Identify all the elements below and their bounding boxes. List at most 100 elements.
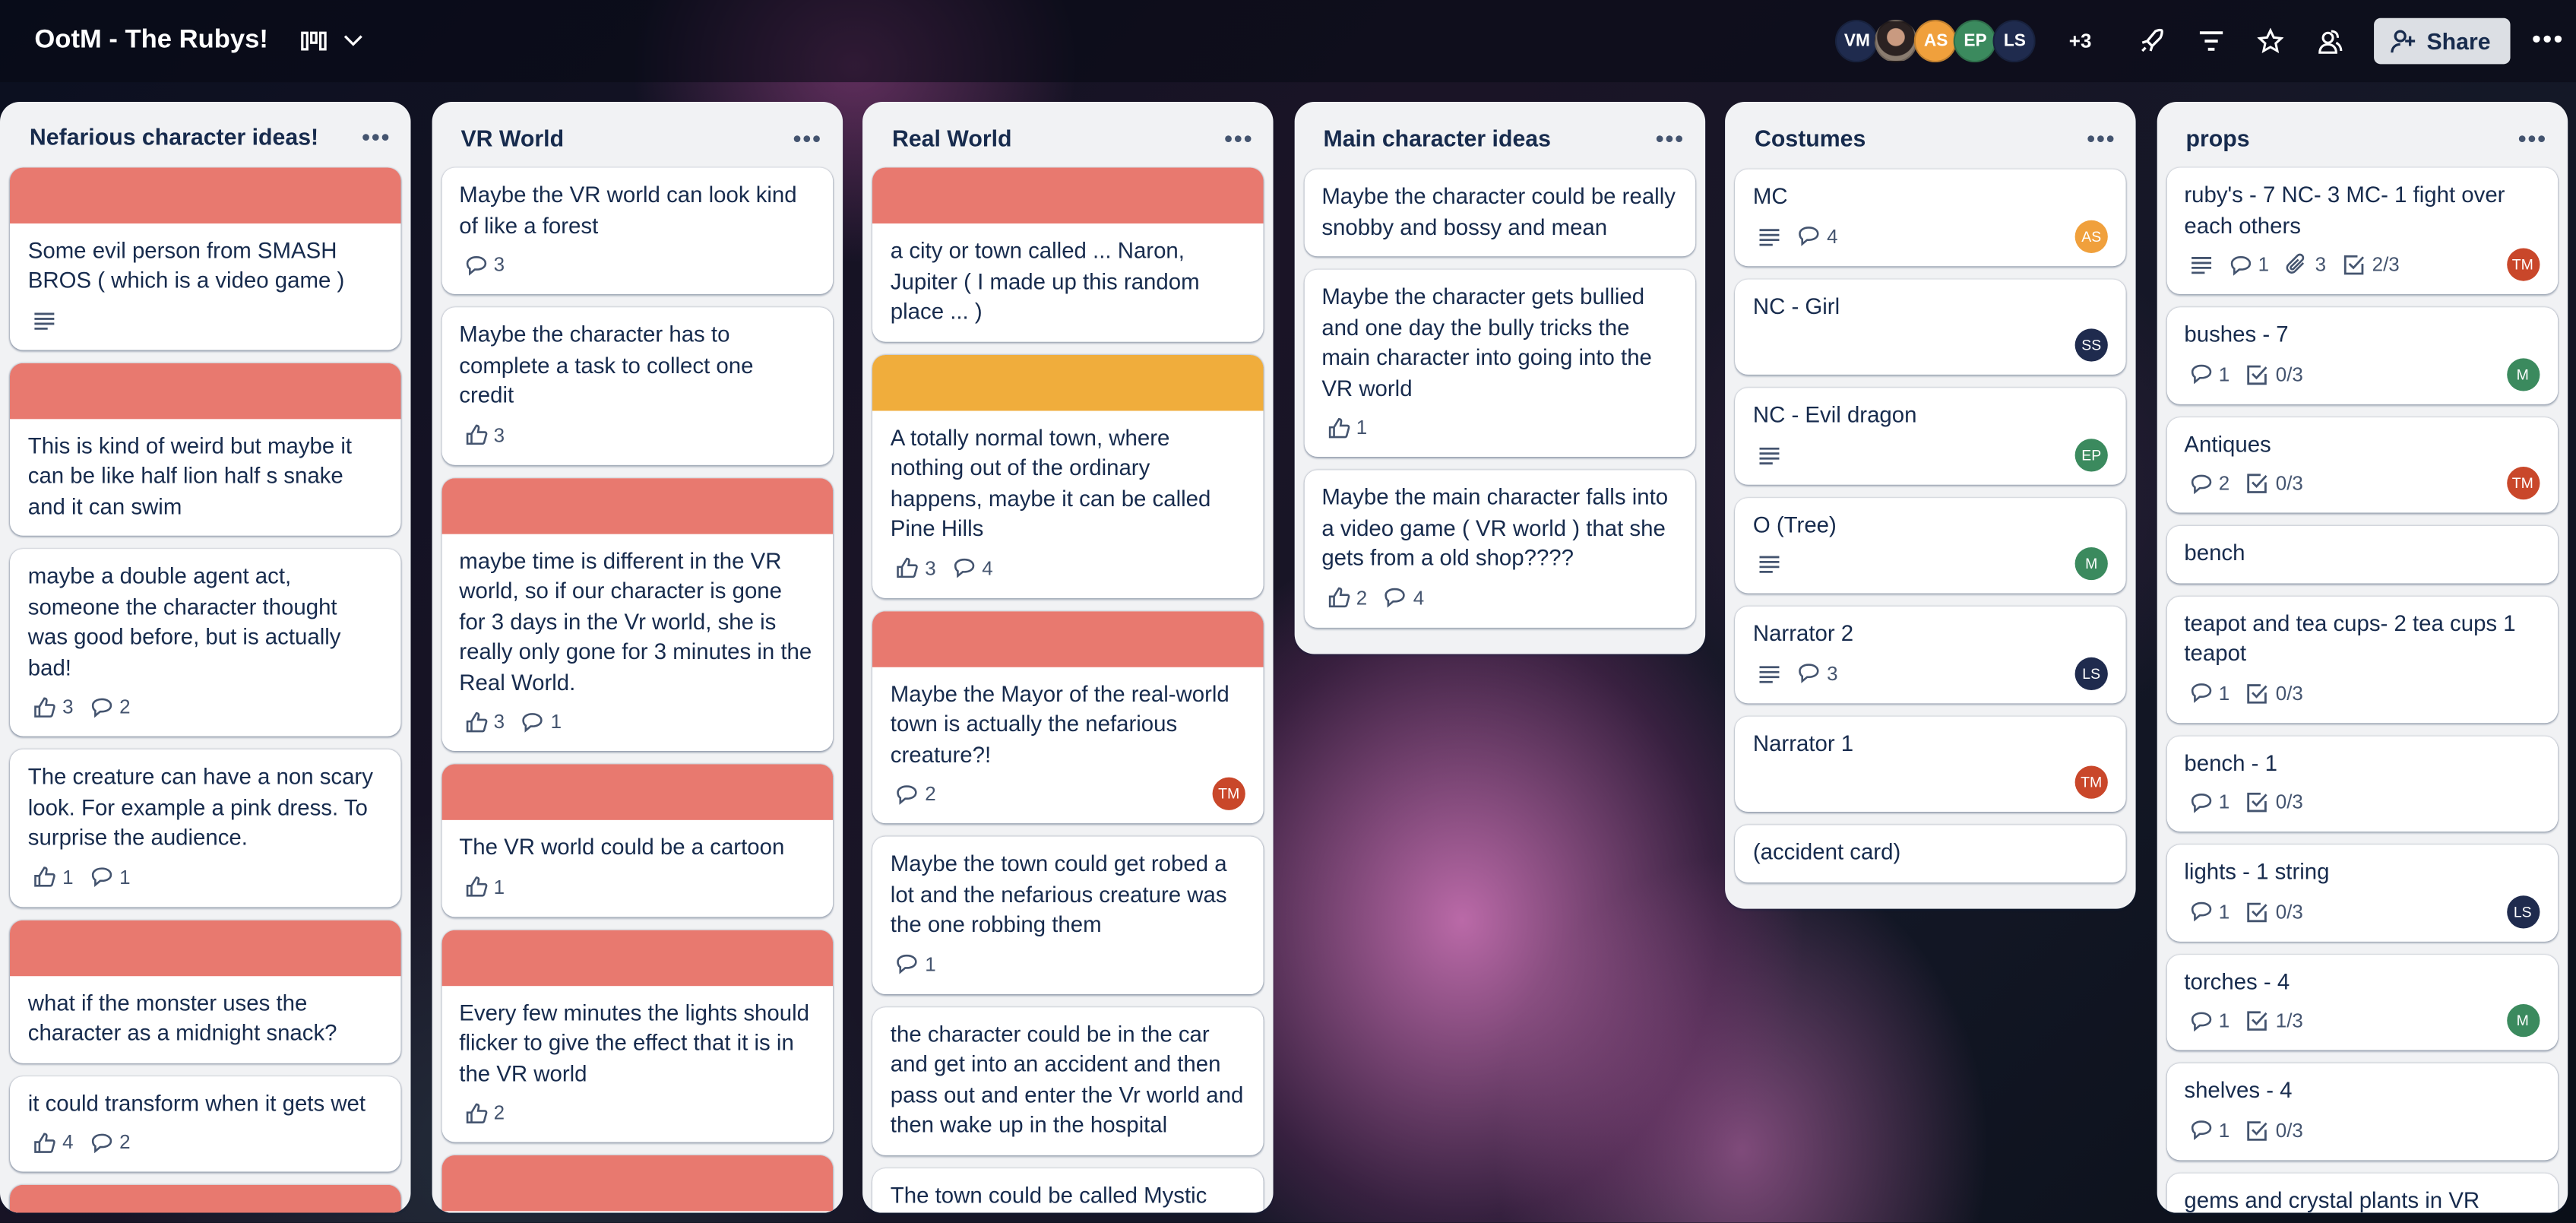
- card-title: The creature can have a non scary look. …: [27, 764, 373, 850]
- more-members-count[interactable]: +3: [2068, 29, 2092, 53]
- member-avatar[interactable]: AS: [2074, 219, 2108, 252]
- card[interactable]: Some evil person from SMASH BROS ( which…: [9, 166, 401, 350]
- like-icon: [33, 1132, 55, 1153]
- card[interactable]: the character could be in the car and ge…: [872, 1007, 1264, 1155]
- card[interactable]: bushes - 7 1 0/3 M: [2166, 307, 2558, 404]
- card[interactable]: teapot and tea cups- 2 tea cups 1 teapot…: [2166, 596, 2558, 723]
- member-avatar[interactable]: M: [2074, 547, 2108, 581]
- member-avatar[interactable]: VM: [1835, 19, 1879, 63]
- comment-badge: 1: [2189, 363, 2230, 386]
- card-badges-row: 1: [1321, 411, 1676, 444]
- member-avatar[interactable]: TM: [2506, 467, 2540, 500]
- card[interactable]: MC 4 AS: [1735, 169, 2126, 266]
- member-avatar[interactable]: EP: [1954, 19, 1997, 63]
- list-title[interactable]: Nefarious character ideas!: [29, 123, 319, 150]
- card[interactable]: The VR world could be a cartoon 1: [441, 764, 833, 917]
- card[interactable]: Narrator 2 3 LS: [1735, 606, 2126, 703]
- list-more-icon[interactable]: •••: [1655, 125, 1685, 151]
- card[interactable]: Maybe the VR world can look kind of like…: [441, 167, 833, 294]
- list-more-icon[interactable]: •••: [793, 124, 823, 150]
- member-avatar[interactable]: LS: [2506, 895, 2540, 929]
- card[interactable]: bench: [2166, 526, 2558, 584]
- card-body: maybe time is different in the VR world,…: [441, 534, 832, 751]
- card[interactable]: ruby's - 7 NC- 3 MC- 1 fight over each o…: [2166, 168, 2558, 295]
- member-avatar[interactable]: LS: [1993, 19, 2036, 63]
- card[interactable]: Maybe the character could be really snob…: [1303, 169, 1695, 257]
- card[interactable]: A totally normal town, where nothing out…: [872, 354, 1264, 598]
- card[interactable]: Maybe the town could get robed a lot and…: [872, 837, 1264, 994]
- member-avatar[interactable]: SS: [2074, 328, 2108, 362]
- card[interactable]: The creature can have a non scary look. …: [9, 749, 401, 907]
- checklist-icon: [2246, 791, 2269, 814]
- share-button[interactable]: Share: [2374, 17, 2511, 65]
- member-avatar[interactable]: TM: [2506, 249, 2540, 282]
- list-more-icon[interactable]: •••: [1224, 124, 1254, 151]
- list-title[interactable]: Main character ideas: [1323, 125, 1551, 151]
- card[interactable]: shelves - 4 1 0/3: [2166, 1063, 2558, 1160]
- list-more-icon[interactable]: •••: [2517, 124, 2548, 151]
- list-more-icon[interactable]: •••: [2087, 125, 2116, 151]
- star-icon[interactable]: [2242, 27, 2299, 55]
- description-icon: [33, 310, 55, 330]
- list-more-icon[interactable]: •••: [362, 123, 391, 150]
- comment-icon: [2189, 1120, 2212, 1141]
- description-badge: [1758, 226, 1780, 246]
- card[interactable]: This is kind of weird but maybe it can b…: [9, 362, 401, 536]
- card[interactable]: gems and crystal plants in VR: [2166, 1173, 2558, 1213]
- card[interactable]: lights - 1 string 1 0/3 LS: [2166, 844, 2558, 942]
- list-title[interactable]: props: [2185, 124, 2250, 151]
- board-members[interactable]: VM AS EP LS: [1835, 19, 2036, 63]
- card[interactable]: (accident card): [1735, 825, 2126, 882]
- card[interactable]: what if the monster uses the character a…: [9, 919, 401, 1063]
- card[interactable]: [441, 1155, 833, 1213]
- member-avatar[interactable]: TM: [1212, 778, 1245, 811]
- member-avatar[interactable]: AS: [1914, 19, 1957, 63]
- attachment-badge: 3: [2286, 254, 2326, 277]
- card[interactable]: Maybe the Mayor of the real-world town i…: [872, 610, 1264, 824]
- checklist-count: 0/3: [2275, 1118, 2303, 1142]
- workspace-visibility-icon[interactable]: [2302, 28, 2358, 55]
- card[interactable]: Every few minutes the lights should flic…: [441, 929, 833, 1142]
- comment-badge: 4: [952, 557, 993, 580]
- like-count: 3: [493, 423, 505, 446]
- board-menu-more-icon[interactable]: •••: [2531, 26, 2565, 55]
- power-ups-rocket-icon[interactable]: [2125, 28, 2181, 55]
- card[interactable]: a city or town called ... Naron, Jupiter…: [872, 168, 1264, 342]
- board-header: OotM - The Rubys! VM AS EP LS +3 Sha: [0, 0, 2576, 83]
- card[interactable]: maybe a double agent act, someone the ch…: [9, 549, 401, 737]
- member-avatar[interactable]: TM: [2074, 765, 2108, 799]
- card[interactable]: torches - 4 1 1/3 M: [2166, 954, 2558, 1051]
- member-avatar[interactable]: M: [2506, 357, 2540, 391]
- list-title[interactable]: Real World: [891, 124, 1012, 151]
- list-title[interactable]: VR World: [460, 124, 565, 150]
- board-view-icon[interactable]: [301, 30, 328, 52]
- card[interactable]: maybe time is different in the VR world,…: [441, 477, 833, 752]
- member-avatar[interactable]: LS: [2074, 656, 2108, 689]
- chevron-down-icon[interactable]: [343, 34, 363, 47]
- card[interactable]: it could transform when it gets wet 4 2: [9, 1076, 401, 1172]
- comment-count: 1: [2218, 1009, 2230, 1033]
- comment-count: 1: [2218, 363, 2230, 386]
- checklist-badge: 0/3: [2246, 1119, 2303, 1142]
- list-title[interactable]: Costumes: [1755, 125, 1866, 151]
- card[interactable]: Antiques 2 0/3 TM: [2166, 417, 2558, 514]
- card[interactable]: [9, 1184, 401, 1213]
- comment-badge: 3: [1797, 661, 1838, 684]
- member-avatar[interactable]: EP: [2074, 438, 2108, 471]
- card[interactable]: The town could be called Mystic: [872, 1168, 1264, 1213]
- card[interactable]: NC - Evil dragon EP: [1735, 388, 2126, 484]
- filter-icon[interactable]: [2183, 30, 2239, 52]
- card[interactable]: O (Tree) M: [1735, 497, 2126, 594]
- card[interactable]: bench - 1 1 0/3: [2166, 736, 2558, 832]
- card[interactable]: Maybe the character gets bullied and one…: [1303, 269, 1695, 458]
- card[interactable]: Narrator 1 TM: [1735, 715, 2126, 813]
- board-title[interactable]: OotM - The Rubys!: [34, 26, 268, 55]
- card-badges: 1 0/3: [2184, 363, 2303, 386]
- card-badges: 2 0/3: [2184, 472, 2303, 495]
- card[interactable]: Maybe the main character falls into a vi…: [1303, 470, 1695, 627]
- member-avatar[interactable]: [1875, 19, 1918, 63]
- member-avatar[interactable]: M: [2506, 1004, 2540, 1038]
- card[interactable]: NC - Girl SS: [1735, 278, 2126, 375]
- card[interactable]: Maybe the character has to complete a ta…: [441, 307, 833, 464]
